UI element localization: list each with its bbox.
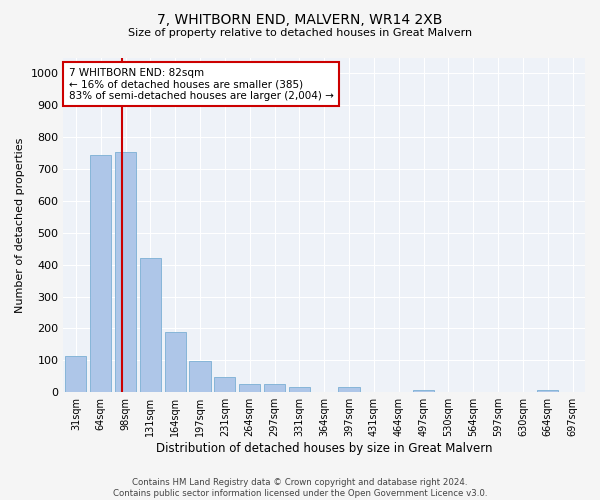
Bar <box>537 390 558 392</box>
Text: Contains HM Land Registry data © Crown copyright and database right 2024.
Contai: Contains HM Land Registry data © Crown c… <box>113 478 487 498</box>
X-axis label: Distribution of detached houses by size in Great Malvern: Distribution of detached houses by size … <box>156 442 493 455</box>
Text: 7, WHITBORN END, MALVERN, WR14 2XB: 7, WHITBORN END, MALVERN, WR14 2XB <box>157 12 443 26</box>
Bar <box>264 384 285 392</box>
Bar <box>164 332 186 392</box>
Y-axis label: Number of detached properties: Number of detached properties <box>15 137 25 312</box>
Bar <box>338 388 359 392</box>
Bar <box>90 156 111 392</box>
Bar <box>214 377 235 392</box>
Bar <box>65 356 86 392</box>
Text: Size of property relative to detached houses in Great Malvern: Size of property relative to detached ho… <box>128 28 472 38</box>
Text: 7 WHITBORN END: 82sqm
← 16% of detached houses are smaller (385)
83% of semi-det: 7 WHITBORN END: 82sqm ← 16% of detached … <box>68 68 334 100</box>
Bar <box>239 384 260 392</box>
Bar <box>115 152 136 392</box>
Bar <box>190 362 211 392</box>
Bar <box>140 258 161 392</box>
Bar <box>289 387 310 392</box>
Bar <box>413 390 434 392</box>
